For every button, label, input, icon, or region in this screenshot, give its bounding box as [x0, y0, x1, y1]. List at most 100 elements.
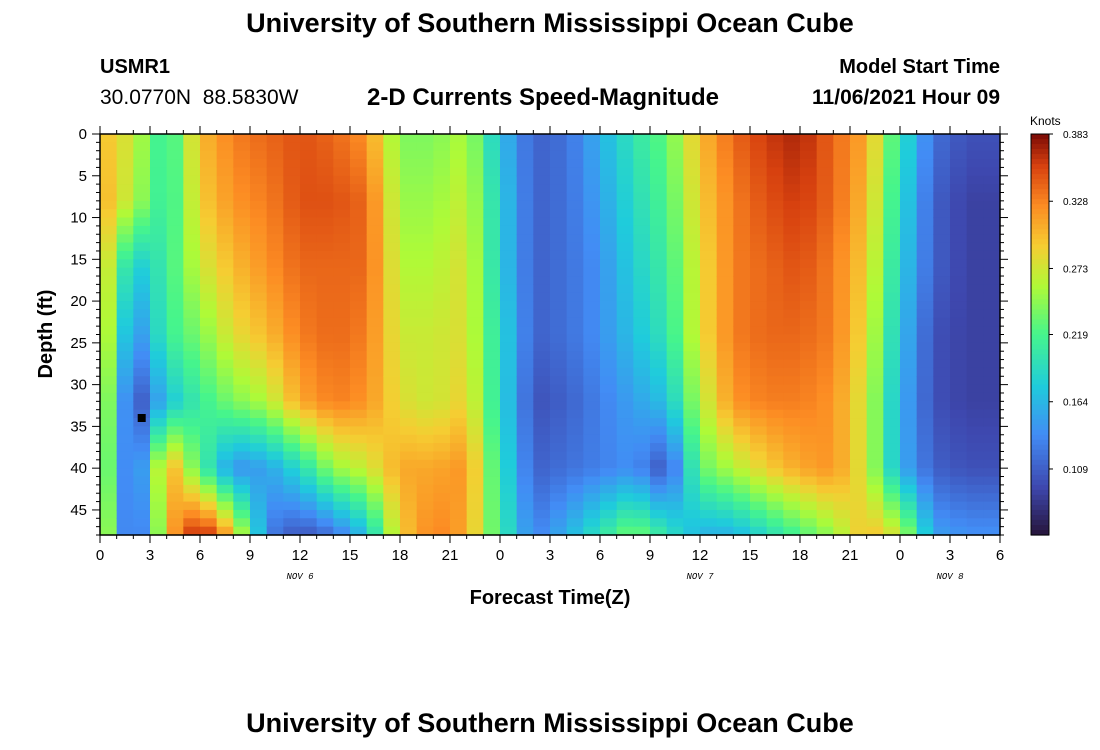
- heatmap-cell: [633, 418, 651, 427]
- heatmap-cell: [750, 134, 768, 143]
- heatmap-cell: [266, 242, 284, 252]
- heatmap-cell: [100, 276, 118, 285]
- heatmap-cell: [616, 418, 634, 427]
- heatmap-cell: [766, 451, 784, 461]
- heatmap-cell: [533, 150, 551, 160]
- heatmap-cell: [783, 401, 801, 411]
- colorbar-swatch: [1031, 444, 1049, 451]
- heatmap-cell: [466, 134, 484, 143]
- heatmap-cell: [816, 426, 834, 436]
- heatmap-cell: [433, 342, 451, 352]
- heatmap-cell: [366, 384, 384, 394]
- heatmap-cell: [833, 351, 851, 361]
- heatmap-cell: [983, 367, 1001, 377]
- heatmap-cell: [950, 326, 968, 336]
- heatmap-cell: [233, 342, 251, 352]
- heatmap-cell: [366, 451, 384, 461]
- heatmap-cell: [200, 159, 218, 169]
- heatmap-cell: [916, 426, 934, 436]
- heatmap-cell: [633, 225, 651, 235]
- heatmap-cell: [266, 284, 284, 294]
- heatmap-cell: [750, 409, 768, 419]
- heatmap-cell: [583, 384, 601, 394]
- heatmap-cell: [350, 509, 368, 519]
- heatmap-cell: [566, 309, 584, 319]
- heatmap-cell: [283, 409, 301, 419]
- heatmap-cell: [550, 242, 568, 252]
- heatmap-cell: [283, 476, 301, 486]
- colorbar-swatch: [1031, 459, 1049, 466]
- heatmap-cell: [183, 225, 201, 235]
- heatmap-cell: [750, 267, 768, 277]
- heatmap-cell: [400, 317, 418, 327]
- heatmap-cell: [166, 484, 184, 494]
- heatmap-cell: [716, 376, 734, 386]
- heatmap-cell: [100, 392, 118, 402]
- heatmap-cell: [683, 267, 701, 277]
- heatmap-cell: [266, 225, 284, 235]
- heatmap-cell: [900, 284, 918, 294]
- heatmap-cell: [766, 493, 784, 503]
- heatmap-cell: [350, 167, 368, 177]
- heatmap-cell: [450, 142, 468, 152]
- heatmap-cell: [850, 342, 868, 352]
- heatmap-cell: [566, 259, 584, 269]
- heatmap-cell: [150, 451, 168, 461]
- heatmap-cell: [416, 518, 434, 528]
- heatmap-cell: [316, 367, 334, 377]
- heatmap-cell: [466, 284, 484, 294]
- heatmap-cell: [300, 309, 318, 319]
- heatmap-cell: [933, 334, 951, 344]
- heatmap-cell: [966, 526, 984, 536]
- heatmap-cell: [500, 242, 518, 252]
- heatmap-cell: [316, 242, 334, 252]
- heatmap-cell: [266, 384, 284, 394]
- colorbar-unit: Knots: [1030, 114, 1061, 128]
- heatmap-cell: [816, 150, 834, 160]
- heatmap-cell: [750, 326, 768, 336]
- heatmap-cell: [450, 175, 468, 185]
- heatmap-cell: [666, 276, 684, 285]
- heatmap-cell: [283, 200, 301, 210]
- heatmap-cell: [850, 225, 868, 235]
- heatmap-cell: [783, 434, 801, 444]
- heatmap-cell: [466, 468, 484, 478]
- heatmap-cell: [583, 250, 601, 260]
- heatmap-cell: [883, 342, 901, 352]
- heatmap-cell: [750, 225, 768, 235]
- heatmap-cell: [350, 526, 368, 536]
- heatmap-cell: [950, 267, 968, 277]
- heatmap-cell: [783, 142, 801, 152]
- heatmap-cell: [466, 209, 484, 219]
- heatmap-cell: [650, 476, 668, 486]
- heatmap-cell: [883, 267, 901, 277]
- colorbar-swatch: [1031, 159, 1049, 165]
- heatmap-cell: [950, 250, 968, 260]
- heatmap-cell: [333, 409, 351, 419]
- heatmap-cell: [683, 217, 701, 227]
- heatmap-cell: [350, 159, 368, 169]
- heatmap-cell: [616, 434, 634, 444]
- heatmap-cell: [883, 309, 901, 319]
- heatmap-cell: [150, 359, 168, 369]
- heatmap-cell: [983, 292, 1001, 302]
- heatmap-cell: [533, 217, 551, 227]
- heatmap-cell: [616, 484, 634, 494]
- heatmap-cell: [950, 192, 968, 202]
- heatmap-cell: [583, 451, 601, 461]
- heatmap-cell: [833, 376, 851, 386]
- heatmap-cell: [900, 334, 918, 344]
- heatmap-cell: [466, 150, 484, 160]
- heatmap-cell: [416, 359, 434, 369]
- station-coords: 30.0770N 88.5830W: [100, 86, 299, 109]
- heatmap-cell: [183, 367, 201, 377]
- heatmap-cell: [433, 175, 451, 185]
- heatmap-cell: [166, 342, 184, 352]
- heatmap-cell: [766, 326, 784, 336]
- heatmap-cell: [783, 234, 801, 244]
- heatmap-cell: [383, 234, 401, 244]
- heatmap-cell: [583, 367, 601, 377]
- heatmap-cell: [400, 476, 418, 486]
- heatmap-cell: [166, 459, 184, 469]
- heatmap-cell: [666, 401, 684, 411]
